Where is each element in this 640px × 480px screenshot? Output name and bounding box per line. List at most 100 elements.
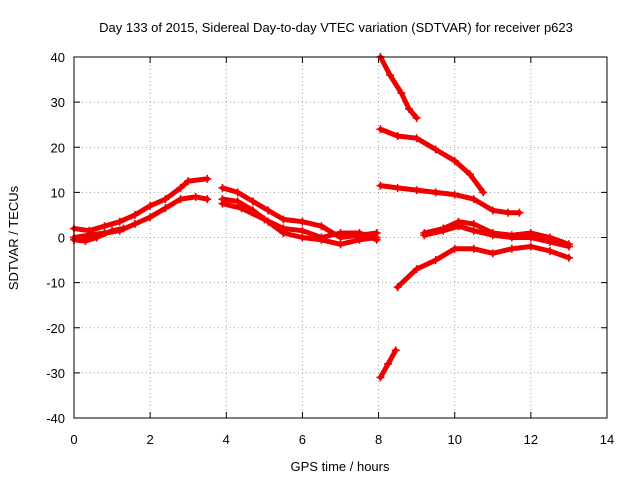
data-point: [393, 183, 402, 192]
data-point: [146, 201, 155, 210]
data-point: [161, 204, 170, 213]
data-point: [397, 89, 406, 98]
data-point: [526, 242, 535, 251]
data-point: [355, 235, 364, 244]
data-point: [146, 213, 155, 222]
x-tick-label: 4: [223, 432, 230, 447]
data-point: [279, 215, 288, 224]
y-tick-label: -20: [46, 321, 65, 336]
x-tick-label: 0: [70, 432, 77, 447]
data-point: [488, 249, 497, 258]
data-point: [355, 228, 364, 237]
y-axis-label: SDTVAR / TECUs: [6, 185, 21, 290]
series-track-11: [393, 242, 573, 292]
data-point: [412, 186, 421, 195]
data-point: [184, 177, 193, 186]
data-point: [431, 256, 440, 265]
data-point: [130, 210, 139, 219]
y-tick-label: -40: [46, 411, 65, 426]
data-point: [92, 233, 101, 242]
data-series: [70, 53, 573, 382]
x-tick-label: 2: [147, 432, 154, 447]
data-point: [81, 237, 90, 246]
data-point: [203, 174, 212, 183]
data-point: [385, 71, 394, 80]
data-point: [279, 224, 288, 233]
data-point: [507, 231, 516, 240]
data-point: [248, 197, 257, 206]
data-point: [469, 244, 478, 253]
data-point: [176, 195, 185, 204]
data-point: [203, 195, 212, 204]
data-point: [393, 283, 402, 292]
data-point: [233, 197, 242, 206]
series-track-7: [376, 53, 421, 122]
data-point: [412, 134, 421, 143]
data-point: [115, 217, 124, 226]
data-point: [545, 233, 554, 242]
data-point: [431, 145, 440, 154]
data-point: [420, 228, 429, 237]
data-point: [233, 188, 242, 197]
y-tick-label: 30: [51, 95, 65, 110]
data-point: [564, 240, 573, 249]
x-tick-label: 6: [299, 432, 306, 447]
series-line: [220, 185, 380, 240]
data-point: [384, 359, 393, 368]
data-point: [469, 219, 478, 228]
series-line: [378, 183, 522, 216]
data-point: [119, 224, 128, 233]
data-point: [372, 235, 381, 244]
data-point: [218, 199, 227, 208]
y-tick-label: 10: [51, 185, 65, 200]
y-tick-label: 0: [58, 231, 65, 246]
data-point: [298, 217, 307, 226]
data-point: [100, 222, 109, 231]
data-point: [469, 195, 478, 204]
data-point: [488, 206, 497, 215]
series-track-9: [376, 181, 524, 217]
data-point: [260, 215, 269, 224]
data-point: [439, 224, 448, 233]
data-point: [454, 217, 463, 226]
data-point: [298, 226, 307, 235]
series-line: [378, 126, 486, 195]
data-point: [317, 233, 326, 242]
data-point: [564, 253, 573, 262]
x-tick-label: 14: [600, 432, 614, 447]
data-point: [176, 183, 185, 192]
data-point: [545, 247, 554, 256]
series-track-8: [376, 125, 488, 197]
series-track-6: [218, 199, 381, 244]
x-axis-label: GPS time / hours: [291, 459, 390, 474]
x-tick-label: 10: [447, 432, 461, 447]
series-track-10: [376, 346, 400, 382]
y-tick-label: 20: [51, 140, 65, 155]
data-point: [161, 195, 170, 204]
data-point: [431, 188, 440, 197]
y-tick-label: 40: [51, 50, 65, 65]
series-line: [71, 176, 210, 234]
data-point: [507, 244, 516, 253]
series-line: [220, 196, 380, 247]
data-point: [405, 104, 414, 113]
data-point: [504, 208, 513, 217]
data-point: [108, 226, 117, 235]
data-point: [218, 183, 227, 192]
data-point: [298, 233, 307, 242]
data-point: [336, 240, 345, 249]
data-point: [130, 219, 139, 228]
data-point: [391, 346, 400, 355]
data-point: [237, 204, 246, 213]
data-point: [450, 190, 459, 199]
data-point: [469, 226, 478, 235]
data-point: [526, 228, 535, 237]
data-point: [264, 206, 273, 215]
data-point: [393, 131, 402, 140]
series-line: [395, 244, 572, 290]
data-point: [450, 156, 459, 165]
data-point: [515, 208, 524, 217]
data-point: [412, 265, 421, 274]
series-track-1: [70, 174, 212, 235]
